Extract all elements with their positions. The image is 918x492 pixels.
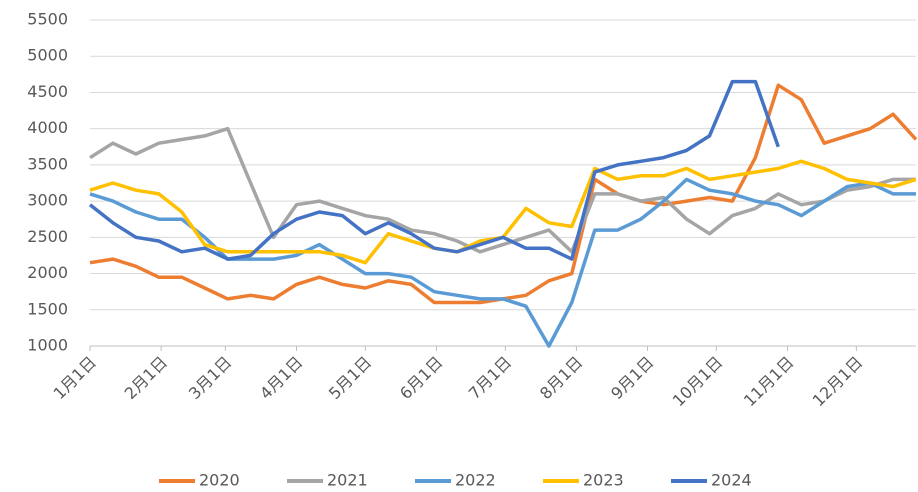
y-tick-label: 5000 xyxy=(27,46,68,65)
legend-label: 2024 xyxy=(711,471,752,490)
x-tick-label: 6月1日 xyxy=(396,353,446,403)
legend-label: 2020 xyxy=(199,471,240,490)
x-tick-label: 10月1日 xyxy=(669,353,727,411)
y-tick-label: 3000 xyxy=(27,191,68,210)
series-line xyxy=(89,177,916,348)
y-tick-label: 4000 xyxy=(27,118,68,137)
series-line xyxy=(88,79,780,261)
series-line xyxy=(89,126,916,254)
series-line xyxy=(89,83,918,305)
legend-label: 2021 xyxy=(327,471,368,490)
x-tick-label: 11月1日 xyxy=(740,353,798,411)
legend-label: 2023 xyxy=(583,471,624,490)
legend-label: 2022 xyxy=(455,471,496,490)
y-tick-label: 4500 xyxy=(27,82,68,101)
y-tick-label: 3500 xyxy=(27,154,68,173)
y-tick-label: 1500 xyxy=(27,299,68,318)
x-tick-label: 12月1日 xyxy=(809,353,867,411)
y-tick-label: 5500 xyxy=(27,10,68,29)
x-tick-label: 4月1日 xyxy=(256,353,306,403)
x-tick-label: 3月1日 xyxy=(185,353,235,403)
x-tick-label: 1月1日 xyxy=(50,353,100,403)
x-tick-label: 9月1日 xyxy=(607,353,657,403)
x-tick-label: 2月1日 xyxy=(121,353,171,403)
y-tick-label: 2500 xyxy=(27,227,68,246)
y-tick-label: 2000 xyxy=(27,263,68,282)
x-tick-label: 8月1日 xyxy=(536,353,586,403)
y-tick-label: 1000 xyxy=(27,336,68,355)
x-tick-label: 7月1日 xyxy=(465,353,515,403)
x-tick-label: 5月1日 xyxy=(325,353,375,403)
